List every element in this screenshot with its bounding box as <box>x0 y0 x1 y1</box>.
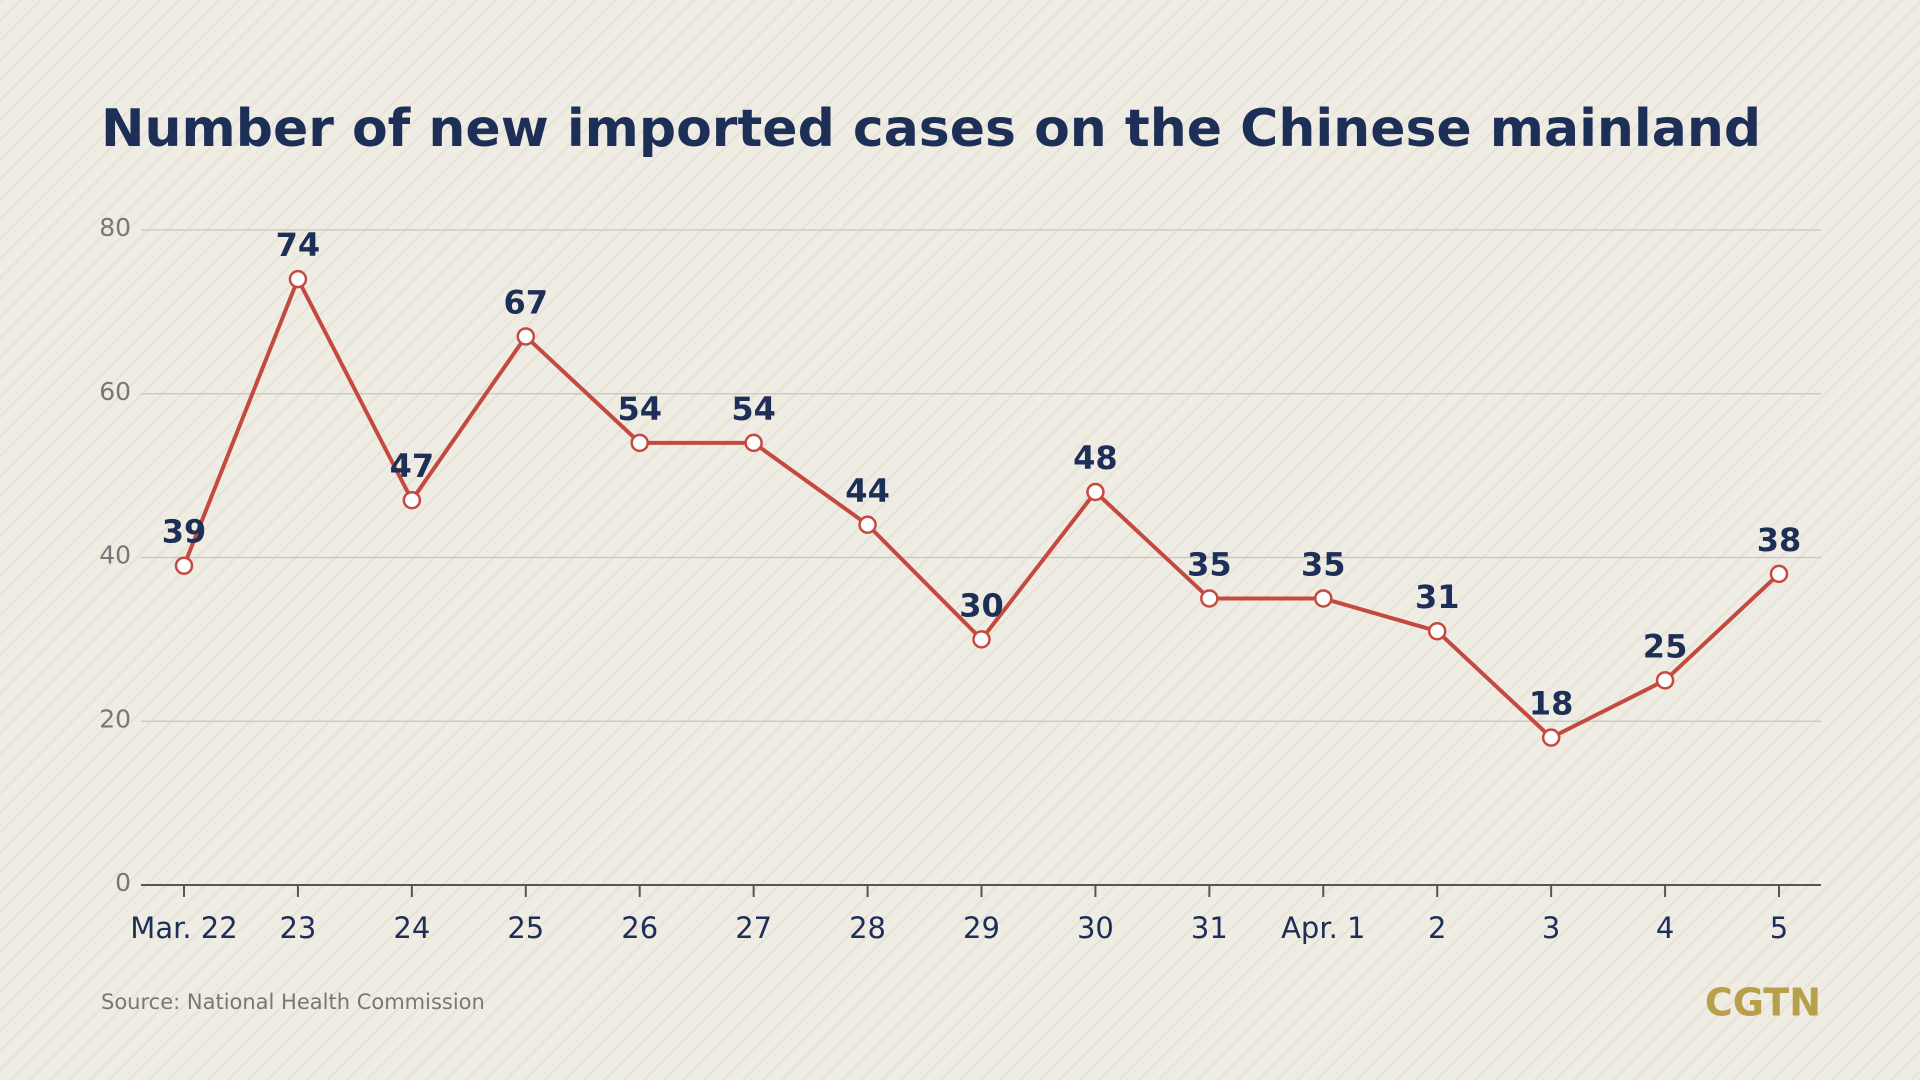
x-tick-label: 23 <box>279 911 316 945</box>
x-tick-label: 25 <box>507 911 544 945</box>
x-tick-label: 29 <box>963 911 1000 945</box>
x-tick-label: 3 <box>1542 911 1560 945</box>
x-tick-label: 4 <box>1656 911 1674 945</box>
data-label: 31 <box>1415 578 1460 616</box>
x-tick-label: 2 <box>1428 911 1446 945</box>
point <box>1541 728 1561 747</box>
x-tick-label: Mar. 22 <box>130 911 237 945</box>
data-label: 47 <box>390 447 435 485</box>
y-tick-label: 80 <box>99 213 131 242</box>
data-label: 54 <box>731 390 776 428</box>
point <box>1427 621 1447 641</box>
x-tick-label: 28 <box>849 911 886 945</box>
x-tick-label: 24 <box>393 911 430 945</box>
chart-title: Number of new imported cases on the Chin… <box>101 99 1761 159</box>
x-tick-label: 31 <box>1191 911 1228 945</box>
y-tick-label: 0 <box>115 868 131 897</box>
x-tick-label: 27 <box>735 911 772 945</box>
point <box>858 515 877 534</box>
data-label: 35 <box>1187 545 1232 583</box>
data-label: 54 <box>617 390 662 428</box>
data-label: 74 <box>276 226 321 264</box>
point <box>1769 564 1789 584</box>
data-label: 35 <box>1301 545 1346 583</box>
data-label: 44 <box>845 472 890 510</box>
source: Source: National Health Commission <box>101 990 485 1014</box>
x-tick-label: 30 <box>1077 911 1114 945</box>
point <box>288 269 308 289</box>
data-label: 30 <box>959 586 1004 624</box>
logo: CGTN <box>1705 981 1821 1025</box>
point <box>630 433 649 453</box>
data-label: 18 <box>1529 685 1574 723</box>
point <box>174 556 194 575</box>
point <box>516 327 536 346</box>
y-tick-label: 60 <box>99 377 131 406</box>
point <box>1200 589 1219 608</box>
point <box>744 433 763 453</box>
x-tick-label: 26 <box>621 911 658 945</box>
data-label: 25 <box>1643 627 1688 665</box>
point <box>402 490 422 510</box>
data-label: 38 <box>1757 521 1802 559</box>
x-tick-label: Apr. 1 <box>1281 911 1365 945</box>
y-tick-label: 20 <box>99 704 131 733</box>
point <box>972 630 991 649</box>
point <box>1086 482 1105 502</box>
data-label: 48 <box>1073 439 1118 477</box>
y-tick-label: 40 <box>99 541 131 570</box>
point <box>1314 589 1333 608</box>
data-label: 39 <box>162 513 207 551</box>
point <box>1655 671 1675 690</box>
x-tick-label: 5 <box>1770 911 1788 945</box>
data-label: 67 <box>504 283 549 321</box>
